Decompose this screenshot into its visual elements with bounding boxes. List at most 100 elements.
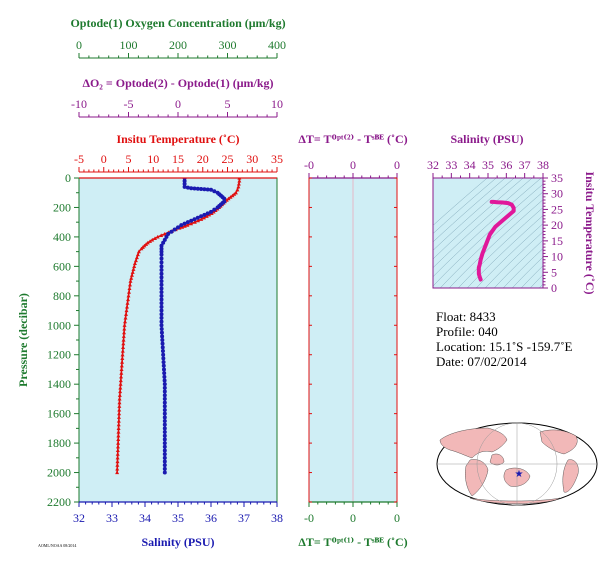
temperature-marker [116,415,121,419]
salinity-marker [160,349,165,354]
salinity-marker [159,293,164,298]
temperature-marker [116,437,121,442]
temperature-tick-label: -5 [74,152,84,166]
temperature-tick-label: 30 [246,152,258,166]
salinity-marker [192,217,197,222]
salinity-tick-label: 35 [172,511,184,525]
pressure-tick-label: 0 [65,171,71,185]
temperature-marker [130,270,135,274]
pressure-tick-label: 600 [53,259,71,273]
salinity-marker [164,234,169,239]
temperature-marker [122,330,127,335]
temperature-marker [126,293,131,298]
temperature-marker [116,430,121,434]
salinity-marker [166,231,171,236]
delta_o2-tick-label: -10 [71,97,87,111]
temperature-marker [144,242,149,246]
temperature-marker [129,276,134,280]
temperature-marker [115,448,120,453]
salinity-marker [162,422,167,427]
temperature-marker [124,312,129,316]
oxygen-tick-label: 100 [120,38,138,52]
delta-t-axes: -0 0 0 -0 0 0 [304,158,400,525]
salinity-marker [162,433,167,438]
temperature-marker [132,261,137,266]
delta_o2-tick-label: 0 [175,97,181,111]
salinity-marker [161,367,166,372]
temperature-marker [120,360,125,364]
salinity-marker [159,308,164,313]
temperature-marker [121,334,126,338]
temperature-marker [123,319,128,324]
salinity-marker [159,323,164,328]
salinity-marker [192,186,197,191]
temperature-marker [118,378,123,383]
temperature-marker [136,249,141,254]
temperature-marker [196,218,201,223]
salinity-inset-label: Salinity (PSU) [450,132,523,146]
salinity-marker [161,360,166,365]
salinity-marker [189,218,194,223]
delta-t-top-label: ΔT= Tᴼᵖᵗ⁽²⁾ - Tˢᴮᴱ (˚C) [298,132,407,146]
temperature-marker [115,455,120,460]
salinity-marker [162,396,167,401]
salinity-marker [195,215,200,220]
pressure-tick-label: 200 [53,200,71,214]
ts-salinity-tick-label: 36 [500,158,512,172]
temperature-marker [236,181,241,186]
temperature-marker [117,411,122,416]
salinity-marker [159,243,164,248]
salinity-tick-label: 33 [106,511,118,525]
salinity-marker [185,185,190,190]
temperature-marker [115,470,120,475]
oxygen-tick-label: 300 [219,38,237,52]
salinity-marker [159,246,164,251]
temperature-marker [123,315,128,320]
salinity-marker [161,356,166,361]
salinity-marker [182,181,187,186]
oxygen-axis: 0 100 200 300 400 [76,38,286,59]
temperature-marker [237,178,242,183]
temperature-marker [116,419,121,423]
salinity-marker [162,378,167,383]
salinity-marker [172,227,177,232]
temperature-marker [155,234,160,239]
temperature-marker [201,215,206,220]
salinity-marker [162,466,167,471]
temperature-marker [117,393,122,397]
salinity-marker [162,430,167,435]
salinity-marker [159,275,164,280]
salinity-marker [162,452,167,457]
salinity-marker [162,441,167,446]
temperature-marker [185,223,190,227]
profile-number: Profile: 040 [436,324,498,339]
world-map: ★ [436,422,598,506]
pressure-tick-label: 400 [53,230,71,244]
salinity-tick-label: 38 [271,511,283,525]
temperature-marker [115,444,120,449]
temperature-marker [117,396,122,401]
salinity-marker [159,290,164,295]
pressure-axis: 0 200 400 600 800 1000 1200 1400 1600 1800 2000 220… [47,171,79,509]
salinity-marker [179,223,184,228]
temperature-tick-label: 10 [147,152,159,166]
salinity-marker [159,282,164,287]
salinity-marker [161,363,166,368]
temperature-marker [120,356,125,361]
temperature-marker [121,345,126,349]
salinity-tick-label: 32 [73,511,85,525]
salinity-marker [159,264,164,269]
oxygen-axis-label: Optode(1) Oxygen Concentration (μm/kg) [70,16,285,30]
salinity-marker [199,187,204,192]
salinity-marker [159,286,164,291]
ts-temperature-tick-label: 20 [551,218,563,232]
temperature-marker [119,374,124,379]
salinity-marker [162,426,167,431]
pressure-tick-label: 1200 [47,348,71,362]
salinity-marker [162,237,167,242]
temperature-marker [236,184,241,189]
temperature-marker [119,371,124,375]
ts-temperature-tick-label: 35 [551,171,563,185]
delta_o2-tick-label: 5 [225,97,231,111]
salinity-marker [162,411,167,416]
